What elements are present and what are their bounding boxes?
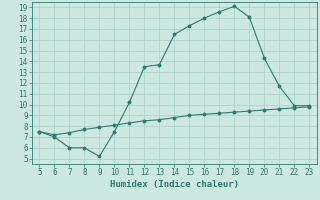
X-axis label: Humidex (Indice chaleur): Humidex (Indice chaleur) [110,180,239,189]
